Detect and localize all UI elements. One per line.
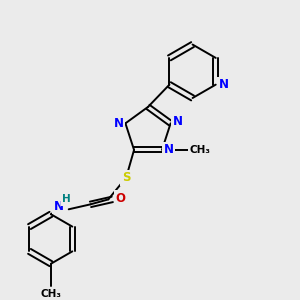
Text: N: N [113,117,124,130]
Text: H: H [62,194,71,204]
Text: O: O [115,192,125,205]
Text: N: N [172,115,182,128]
Text: S: S [122,171,130,184]
Text: N: N [54,200,64,213]
Text: CH₃: CH₃ [40,290,61,299]
Text: N: N [164,143,174,156]
Text: CH₃: CH₃ [189,145,210,155]
Text: N: N [219,78,229,91]
